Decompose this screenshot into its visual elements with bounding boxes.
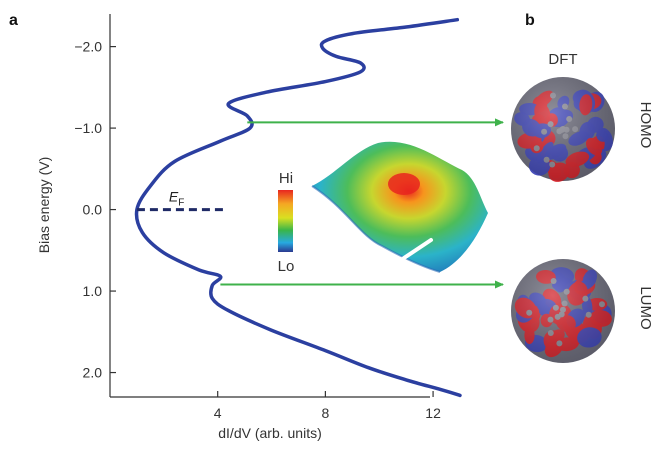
colorbar-high-label: Hi xyxy=(279,170,293,187)
x-tick-label: 4 xyxy=(214,405,222,421)
lumo-label: LUMO xyxy=(637,286,654,329)
fermi-level-label: EF xyxy=(169,189,184,209)
y-tick-label: 0.0 xyxy=(83,202,103,218)
dft-label: DFT xyxy=(548,51,577,68)
scale-bar xyxy=(399,238,433,262)
panel-label-a: a xyxy=(9,12,18,29)
homo-label: HOMO xyxy=(637,102,654,149)
x-axis-label: dI/dV (arb. units) xyxy=(218,425,322,441)
panel-label-b: b xyxy=(525,12,535,29)
y-tick-label: −2.0 xyxy=(74,39,102,55)
homo-orbital-image xyxy=(511,77,615,182)
colorbar-low-label: Lo xyxy=(278,258,295,275)
y-axis-ticks: −2.0 −1.0 0.0 1.0 2.0 xyxy=(74,39,116,381)
x-tick-label: 8 xyxy=(321,405,329,421)
didv-curve xyxy=(134,17,462,398)
y-tick-label: −1.0 xyxy=(74,120,102,136)
stm-surface-inset xyxy=(311,141,488,273)
x-axis-ticks: 4 8 12 xyxy=(214,391,441,421)
lumo-orbital-image xyxy=(511,259,615,363)
colorbar xyxy=(278,190,293,252)
y-axis-label: Bias energy (V) xyxy=(36,157,52,253)
y-tick-label: 2.0 xyxy=(83,365,103,381)
x-tick-label: 12 xyxy=(425,405,441,421)
y-tick-label: 1.0 xyxy=(83,283,103,299)
